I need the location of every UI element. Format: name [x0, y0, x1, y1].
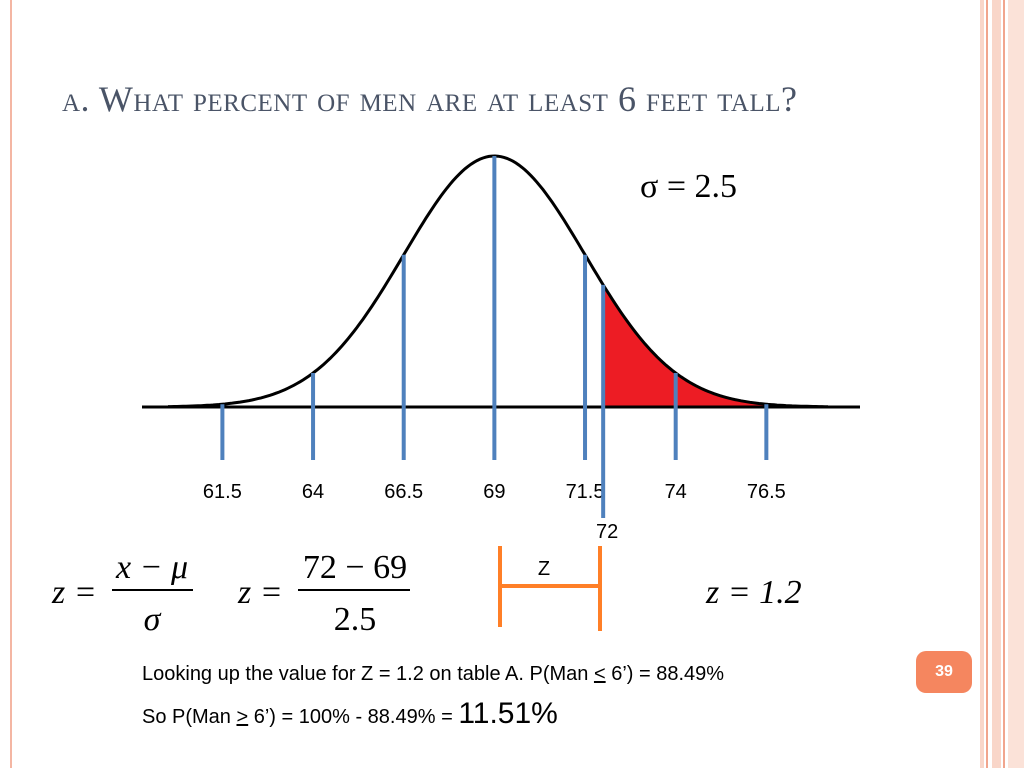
greater-equal-symbol: >	[236, 706, 249, 728]
tick-label-69: 69	[483, 481, 505, 503]
tick-label-76.5: 76.5	[747, 481, 786, 503]
footnote-line-1: Looking up the value for Z = 1.2 on tabl…	[142, 663, 724, 686]
right-decoration	[1003, 0, 1005, 768]
tick-label-61.5: 61.5	[203, 481, 242, 503]
right-decoration	[992, 0, 1001, 768]
shaded-tail-area	[603, 284, 828, 407]
final-result: 11.51%	[458, 697, 558, 730]
right-decoration	[1008, 0, 1024, 768]
footnote-line-2: So P(Man > 6’) = 100% - 88.49% = 11.51%	[142, 697, 558, 731]
z-formula-lhs: z =	[51, 574, 97, 611]
z-substituted-denominator: 2.5	[334, 601, 377, 638]
z-substituted-numerator: 72 − 69	[303, 549, 407, 586]
right-decoration	[980, 0, 984, 768]
normal-curve	[168, 154, 828, 409]
slide-title: a. What percent of men are at least 6 fe…	[62, 79, 798, 119]
z-formula-numerator: x − μ	[115, 549, 188, 586]
tick-label-74: 74	[665, 481, 687, 503]
sigma-label: σ = 2.5	[640, 168, 737, 205]
sd-lines	[220, 156, 769, 460]
page-number-badge: 39	[916, 651, 972, 693]
bracket-label: Z	[538, 558, 550, 580]
right-decoration	[986, 0, 988, 768]
tick-label-71.5: 71.5	[566, 481, 605, 503]
tick-label-66.5: 66.5	[384, 481, 423, 503]
z-result: z = 1.2	[705, 574, 802, 611]
footnote-text: 6’) = 88.49%	[605, 663, 725, 685]
less-equal-symbol: <	[593, 663, 606, 685]
left-border	[0, 0, 12, 768]
z-substituted-lhs: z =	[237, 574, 283, 611]
highlight-label-72: 72	[596, 521, 618, 543]
z-formula-denominator: σ	[144, 601, 162, 638]
tick-label-64: 64	[302, 481, 324, 503]
footnote-text: Looking up the value for Z = 1.2 on tabl…	[142, 663, 594, 685]
footnote-text: So P(Man	[142, 706, 237, 728]
tick-labels: 61.5 64 66.5 69 71.5 74 76.5	[203, 481, 786, 503]
footnote-text: 6’) = 100% - 88.49% =	[248, 706, 459, 728]
